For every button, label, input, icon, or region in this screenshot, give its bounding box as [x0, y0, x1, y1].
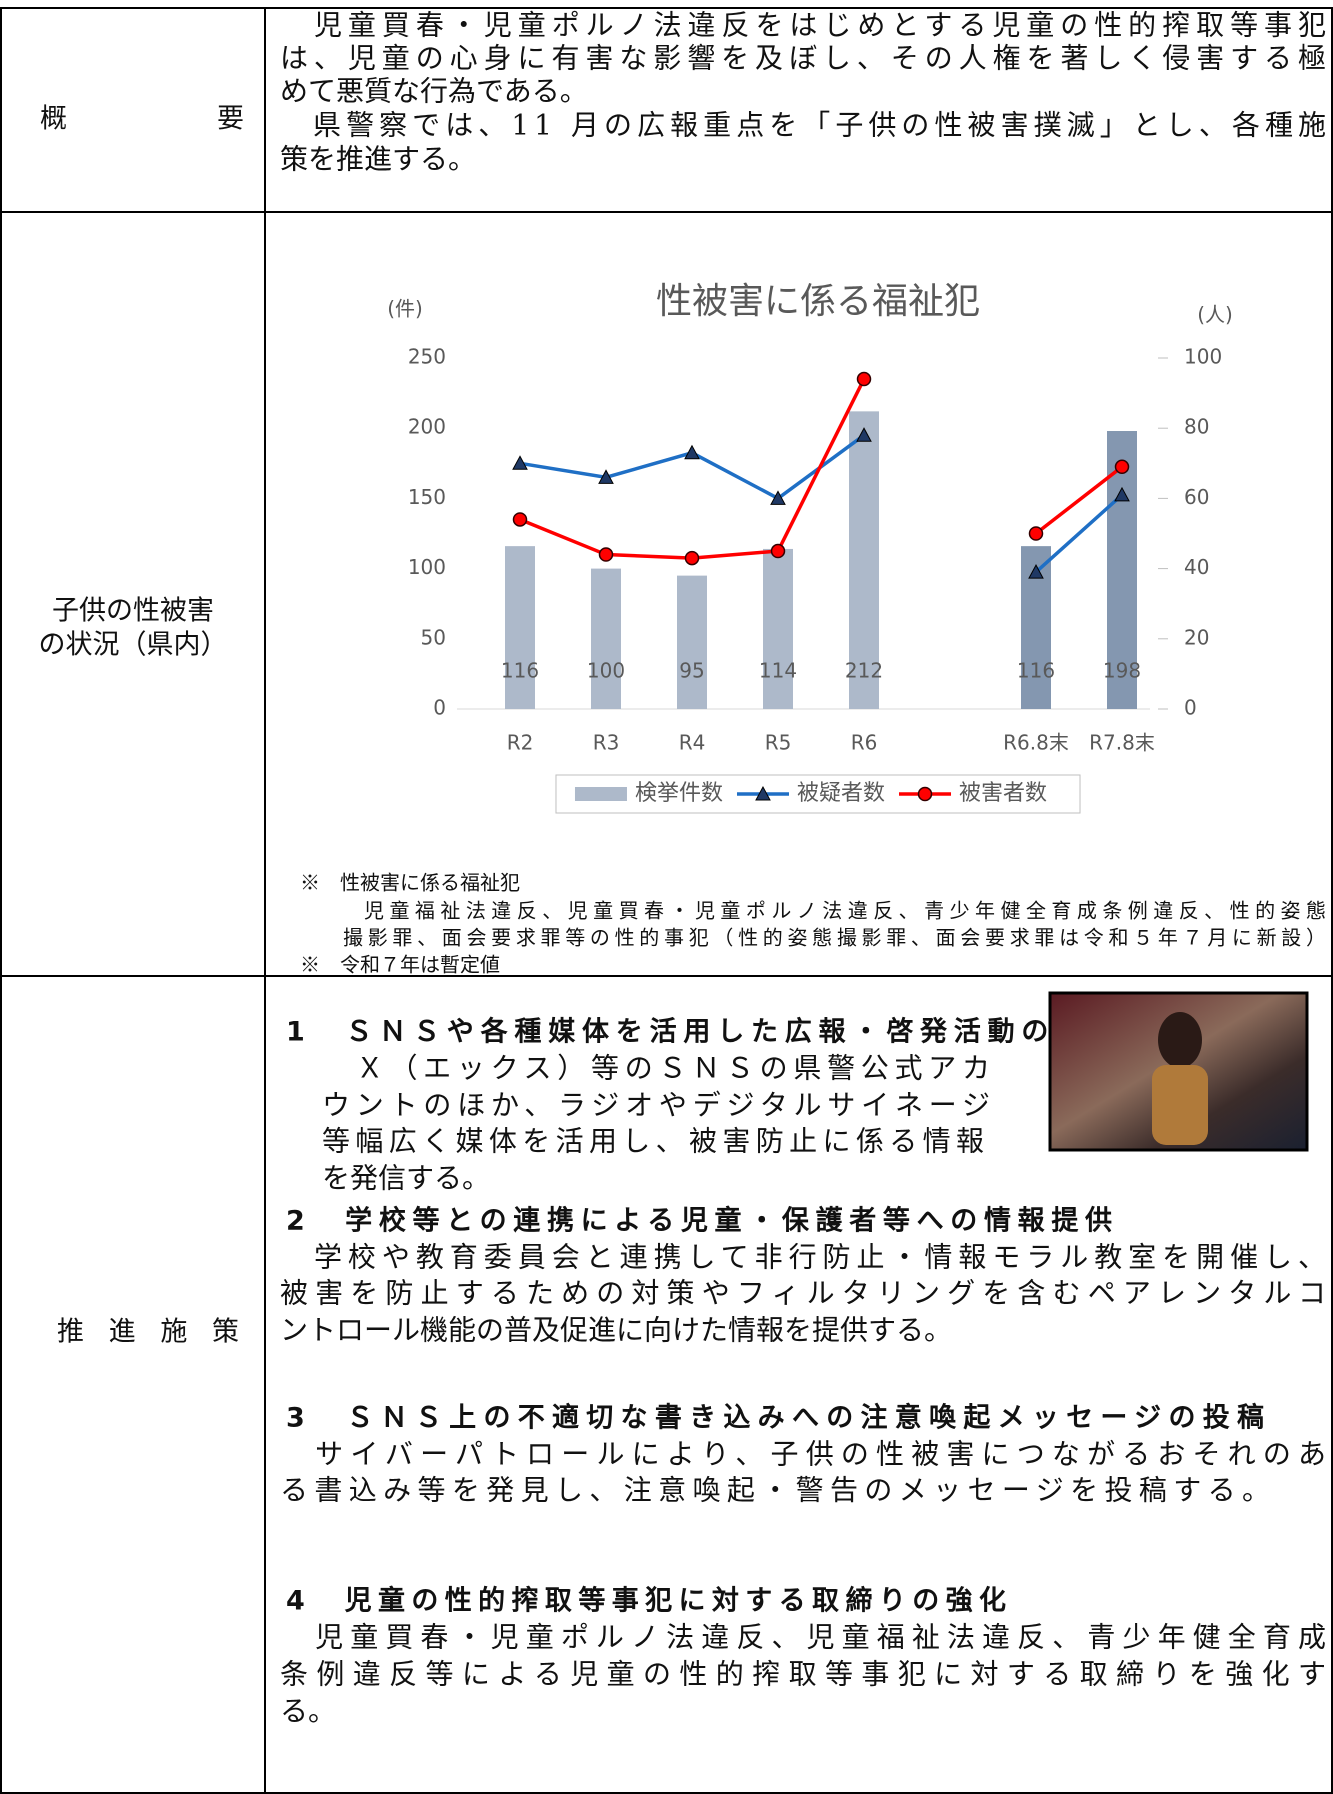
- legend-label: 検挙件数: [635, 781, 723, 806]
- y2-tick-label: 60: [1184, 485, 1209, 509]
- line-marker: [514, 513, 527, 526]
- promo-image: [1158, 1012, 1202, 1068]
- line-marker: [685, 446, 699, 459]
- legend-label: 被疑者数: [797, 781, 885, 806]
- item-line: 条例違反等による児童の性的搾取等事犯に対する取締りを強化す: [280, 1658, 1326, 1691]
- bar: [591, 569, 621, 709]
- item-line: Ｘ（エックス）等のＳＮＳの県警公式アカ: [322, 1052, 990, 1085]
- bar-value-label: 114: [759, 659, 797, 683]
- y-tick-label: 50: [421, 625, 446, 649]
- paragraph-line: 策を推進する。: [280, 143, 476, 176]
- page: 概要 子供の性被害 の状況（県内） 推進施策 児童買春・児童ポルノ法違反をはじめ…: [0, 0, 1333, 1794]
- bar-value-label: 212: [845, 659, 883, 683]
- x-tick-label: R3: [593, 731, 620, 755]
- bar-value-label: 116: [501, 659, 539, 683]
- y-tick-label: 250: [408, 345, 446, 369]
- item-line: 児童買春・児童ポルノ法違反、児童福祉法違反、青少年健全育成: [280, 1621, 1326, 1654]
- item-line: 等幅広く媒体を活用し、被害防止に係る情報: [322, 1125, 984, 1158]
- item-line: サイバーパトロールにより、子供の性被害につながるおそれのあ: [280, 1438, 1326, 1471]
- paragraph-line: 県警察では、11 月の広報重点を「子供の性被害撲滅」とし、各種施: [280, 109, 1326, 142]
- row-label: 概要: [40, 104, 244, 135]
- line-marker: [1030, 527, 1043, 540]
- y2-tick-label: 100: [1184, 345, 1222, 369]
- x-tick-label: R6: [851, 731, 878, 755]
- bar: [763, 549, 793, 709]
- y-tick-label: 0: [433, 696, 446, 720]
- item-heading: 2 学校等との連携による児童・保護者等への情報提供: [286, 1205, 1112, 1237]
- item-line: ントロール機能の普及促進に向けた情報を提供する。: [280, 1314, 952, 1347]
- item-heading: 4 児童の性的搾取等事犯に対する取締りの強化: [286, 1585, 1006, 1617]
- legend-label: 被害者数: [959, 781, 1047, 806]
- row-label: の状況（県内）: [39, 630, 228, 661]
- note: ※ 性被害に係る福祉犯: [300, 871, 520, 895]
- y2-tick-label: 40: [1184, 555, 1209, 579]
- x-tick-label: R7.8末: [1089, 731, 1155, 755]
- legend-marker: [919, 788, 932, 801]
- line-marker: [772, 545, 785, 558]
- legend-swatch: [575, 787, 627, 801]
- row-label: 推進施策: [57, 1317, 239, 1348]
- row-label: 子供の性被害: [52, 596, 214, 627]
- promo-image: [1152, 1065, 1208, 1145]
- paragraph-line: は、児童の心身に有害な影響を及ぼし、その人権を著しく侵害する極: [280, 42, 1326, 75]
- bar-value-label: 116: [1017, 659, 1055, 683]
- paragraph-line: 児童買春・児童ポルノ法違反をはじめとする児童の性的搾取等事犯: [280, 9, 1326, 42]
- y-axis-label: (件): [387, 297, 423, 321]
- note: ※ 令和７年は暫定値: [300, 953, 500, 977]
- y2-tick-label: 80: [1184, 415, 1209, 439]
- bar-value-label: 100: [587, 659, 625, 683]
- item-heading: 1 ＳＮＳや各種媒体を活用した広報・啓発活動の推進: [286, 1016, 1116, 1048]
- note: 撮影罪、面会要求罪等の性的事犯（性的姿態撮影罪、面会要求罪は令和５年７月に新設）: [343, 926, 1326, 950]
- chart: 性被害に係る福祉犯 (件) (人) 0 50 100 150 200 250 0 20 40 60…: [387, 281, 1233, 813]
- paragraph-line: めて悪質な行為である。: [280, 75, 588, 108]
- item-line: ウントのほか、ラジオやデジタルサイネージ: [322, 1089, 990, 1122]
- y-tick-label: 100: [408, 555, 446, 579]
- line-marker: [686, 552, 699, 565]
- bar: [505, 546, 535, 709]
- x-tick-label: R6.8末: [1003, 731, 1069, 755]
- item-line: 被害を防止するための対策やフィルタリングを含むペアレンタルコ: [280, 1277, 1326, 1310]
- x-tick-label: R4: [679, 731, 706, 755]
- line-marker: [858, 373, 871, 386]
- chart-title: 性被害に係る福祉犯: [656, 281, 980, 322]
- x-tick-label: R5: [765, 731, 792, 755]
- bar-value-label: 198: [1103, 659, 1141, 683]
- bar: [677, 576, 707, 709]
- bar-value-label: 95: [679, 659, 704, 683]
- y-tick-label: 150: [408, 485, 446, 509]
- line-marker: [600, 548, 613, 561]
- item-heading: 3 ＳＮＳ上の不適切な書き込みへの注意喚起メッセージの投稿: [286, 1402, 1264, 1434]
- item-line: を発信する。: [322, 1162, 490, 1195]
- item-line: る。: [280, 1695, 336, 1728]
- line-marker: [1116, 460, 1129, 473]
- y2-tick-label: 20: [1184, 625, 1209, 649]
- item-line: 学校や教育委員会と連携して非行防止・情報モラル教室を開催し、: [280, 1241, 1326, 1274]
- x-tick-label: R2: [507, 731, 534, 755]
- y2-axis-label: (人): [1197, 303, 1233, 327]
- y2-tick-label: 0: [1184, 696, 1197, 720]
- y-tick-label: 200: [408, 415, 446, 439]
- item-line: る書込み等を発見し、注意喚起・警告のメッセージを投稿する。: [280, 1474, 1270, 1507]
- note: 児童福祉法違反、児童買春・児童ポルノ法違反、青少年健全育成条例違反、性的姿態: [364, 899, 1326, 923]
